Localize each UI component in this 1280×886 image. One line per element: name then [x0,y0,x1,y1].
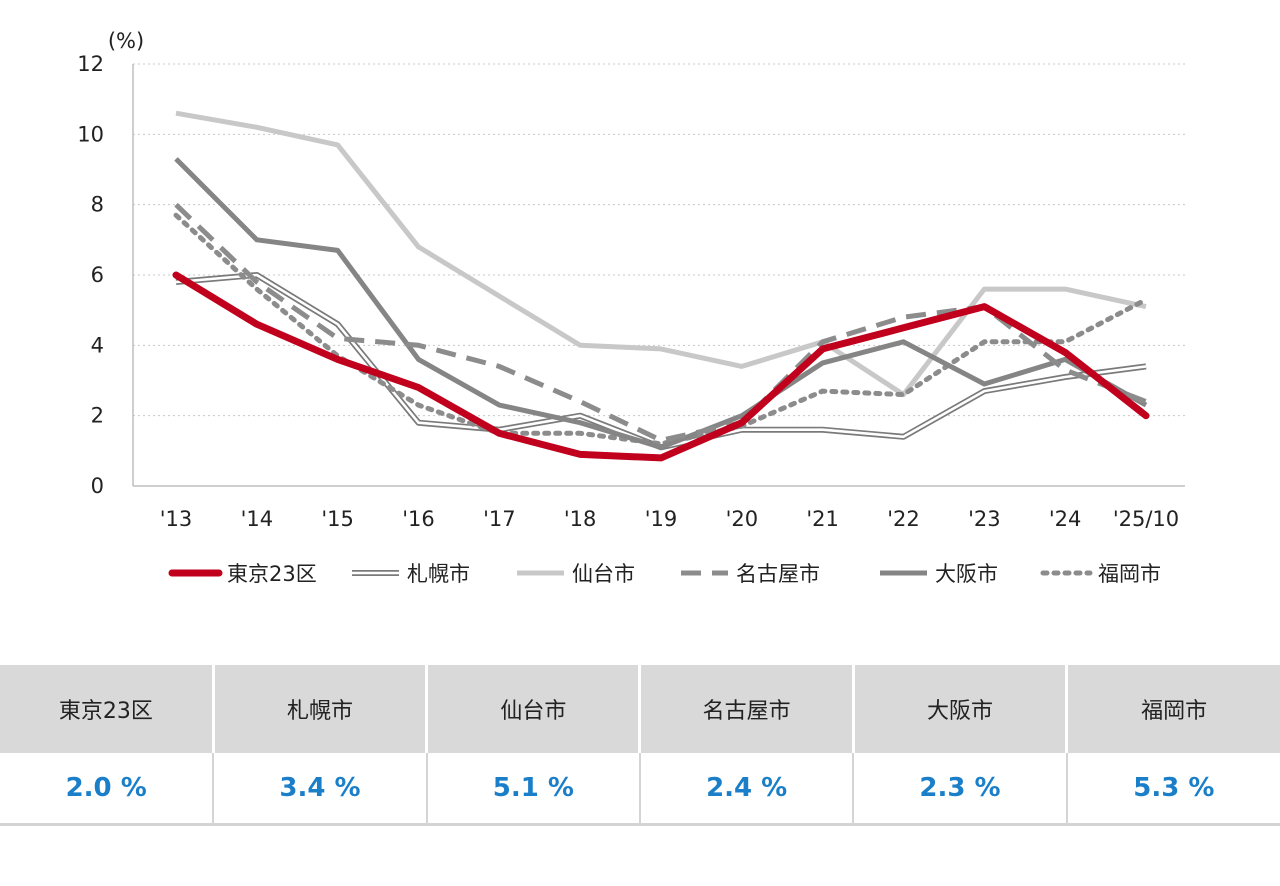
summary-header-cell: 東京23区 [0,665,215,753]
x-axis-ticks: '13 '14 '15 '16 '17 '18 '19 '20 '21 '22 '23 '24 '25/… [160,507,1179,531]
legend-label-2: 仙台市 [572,562,635,586]
legend-label-4: 大阪市 [935,562,998,586]
line-chart: (%) 0 2 4 6 8 10 12 '13 '14 '15 '16 '17 '18 '19 '20 '2… [77,29,1185,586]
legend: 東京23区 札幌市 仙台市 名古屋市 大阪市 福岡市 [168,562,1161,586]
summary-header-cell: 札幌市 [213,665,429,753]
summary-header-row: 東京23区 札幌市 仙台市 名古屋市 大阪市 福岡市 [0,665,1280,753]
x-tick-label: '14 [241,507,274,531]
summary-header-cell: 仙台市 [426,665,642,753]
x-tick-label: '17 [483,507,516,531]
series-line-2 [175,110,1147,398]
series-line-0 [172,271,1150,462]
summary-value-row: 2.0 % 3.4 % 5.1 % 2.4 % 2.3 % 5.3 % [0,753,1280,826]
series-lines [172,110,1150,462]
summary-header-cell: 名古屋市 [639,665,855,753]
summary-table: 東京23区 札幌市 仙台市 名古屋市 大阪市 福岡市 2.0 % 3.4 % 5.1 % 2.4… [0,665,1280,826]
summary-header-cell: 福岡市 [1066,665,1280,753]
x-tick-label: '16 [402,507,435,531]
series-line-4 [174,157,1148,450]
y-tick-label: 2 [91,404,104,428]
x-tick-label: '25/10 [1113,507,1179,531]
y-tick-label: 10 [77,122,104,146]
legend-label-3: 名古屋市 [736,562,820,586]
x-tick-label: '22 [887,507,920,531]
x-tick-label: '23 [968,507,1001,531]
x-tick-label: '24 [1049,507,1082,531]
summary-value-cell: 2.3 % [853,753,1068,826]
y-tick-label: 6 [91,263,104,287]
summary-value-cell: 3.4 % [213,753,428,826]
y-axis-unit-label: (%) [108,29,144,53]
x-tick-label: '15 [321,507,354,531]
y-tick-label: 12 [77,52,104,76]
legend-label-1: 札幌市 [407,562,470,586]
y-tick-label: 0 [91,474,104,498]
y-tick-label: 8 [91,193,104,217]
x-tick-label: '18 [564,507,597,531]
series-line-1-inner [175,273,1147,449]
summary-value-cell: 5.1 % [426,753,641,826]
grid-lines [133,63,1185,417]
summary-header-cell: 大阪市 [853,665,1069,753]
summary-value-cell: 5.3 % [1066,753,1280,826]
series-line-3 [174,202,1147,443]
legend-label-0: 東京23区 [227,562,317,586]
series-line-1 [175,272,1147,451]
summary-value-cell: 2.4 % [639,753,855,826]
y-tick-label: 4 [91,333,104,357]
summary-value-cell: 2.0 % [0,753,215,826]
y-axis-ticks: 0 2 4 6 8 10 12 [77,52,104,498]
x-tick-label: '21 [806,507,839,531]
x-tick-label: '19 [645,507,678,531]
x-tick-label: '13 [160,507,193,531]
legend-label-5: 福岡市 [1098,562,1161,586]
x-tick-label: '20 [726,507,759,531]
